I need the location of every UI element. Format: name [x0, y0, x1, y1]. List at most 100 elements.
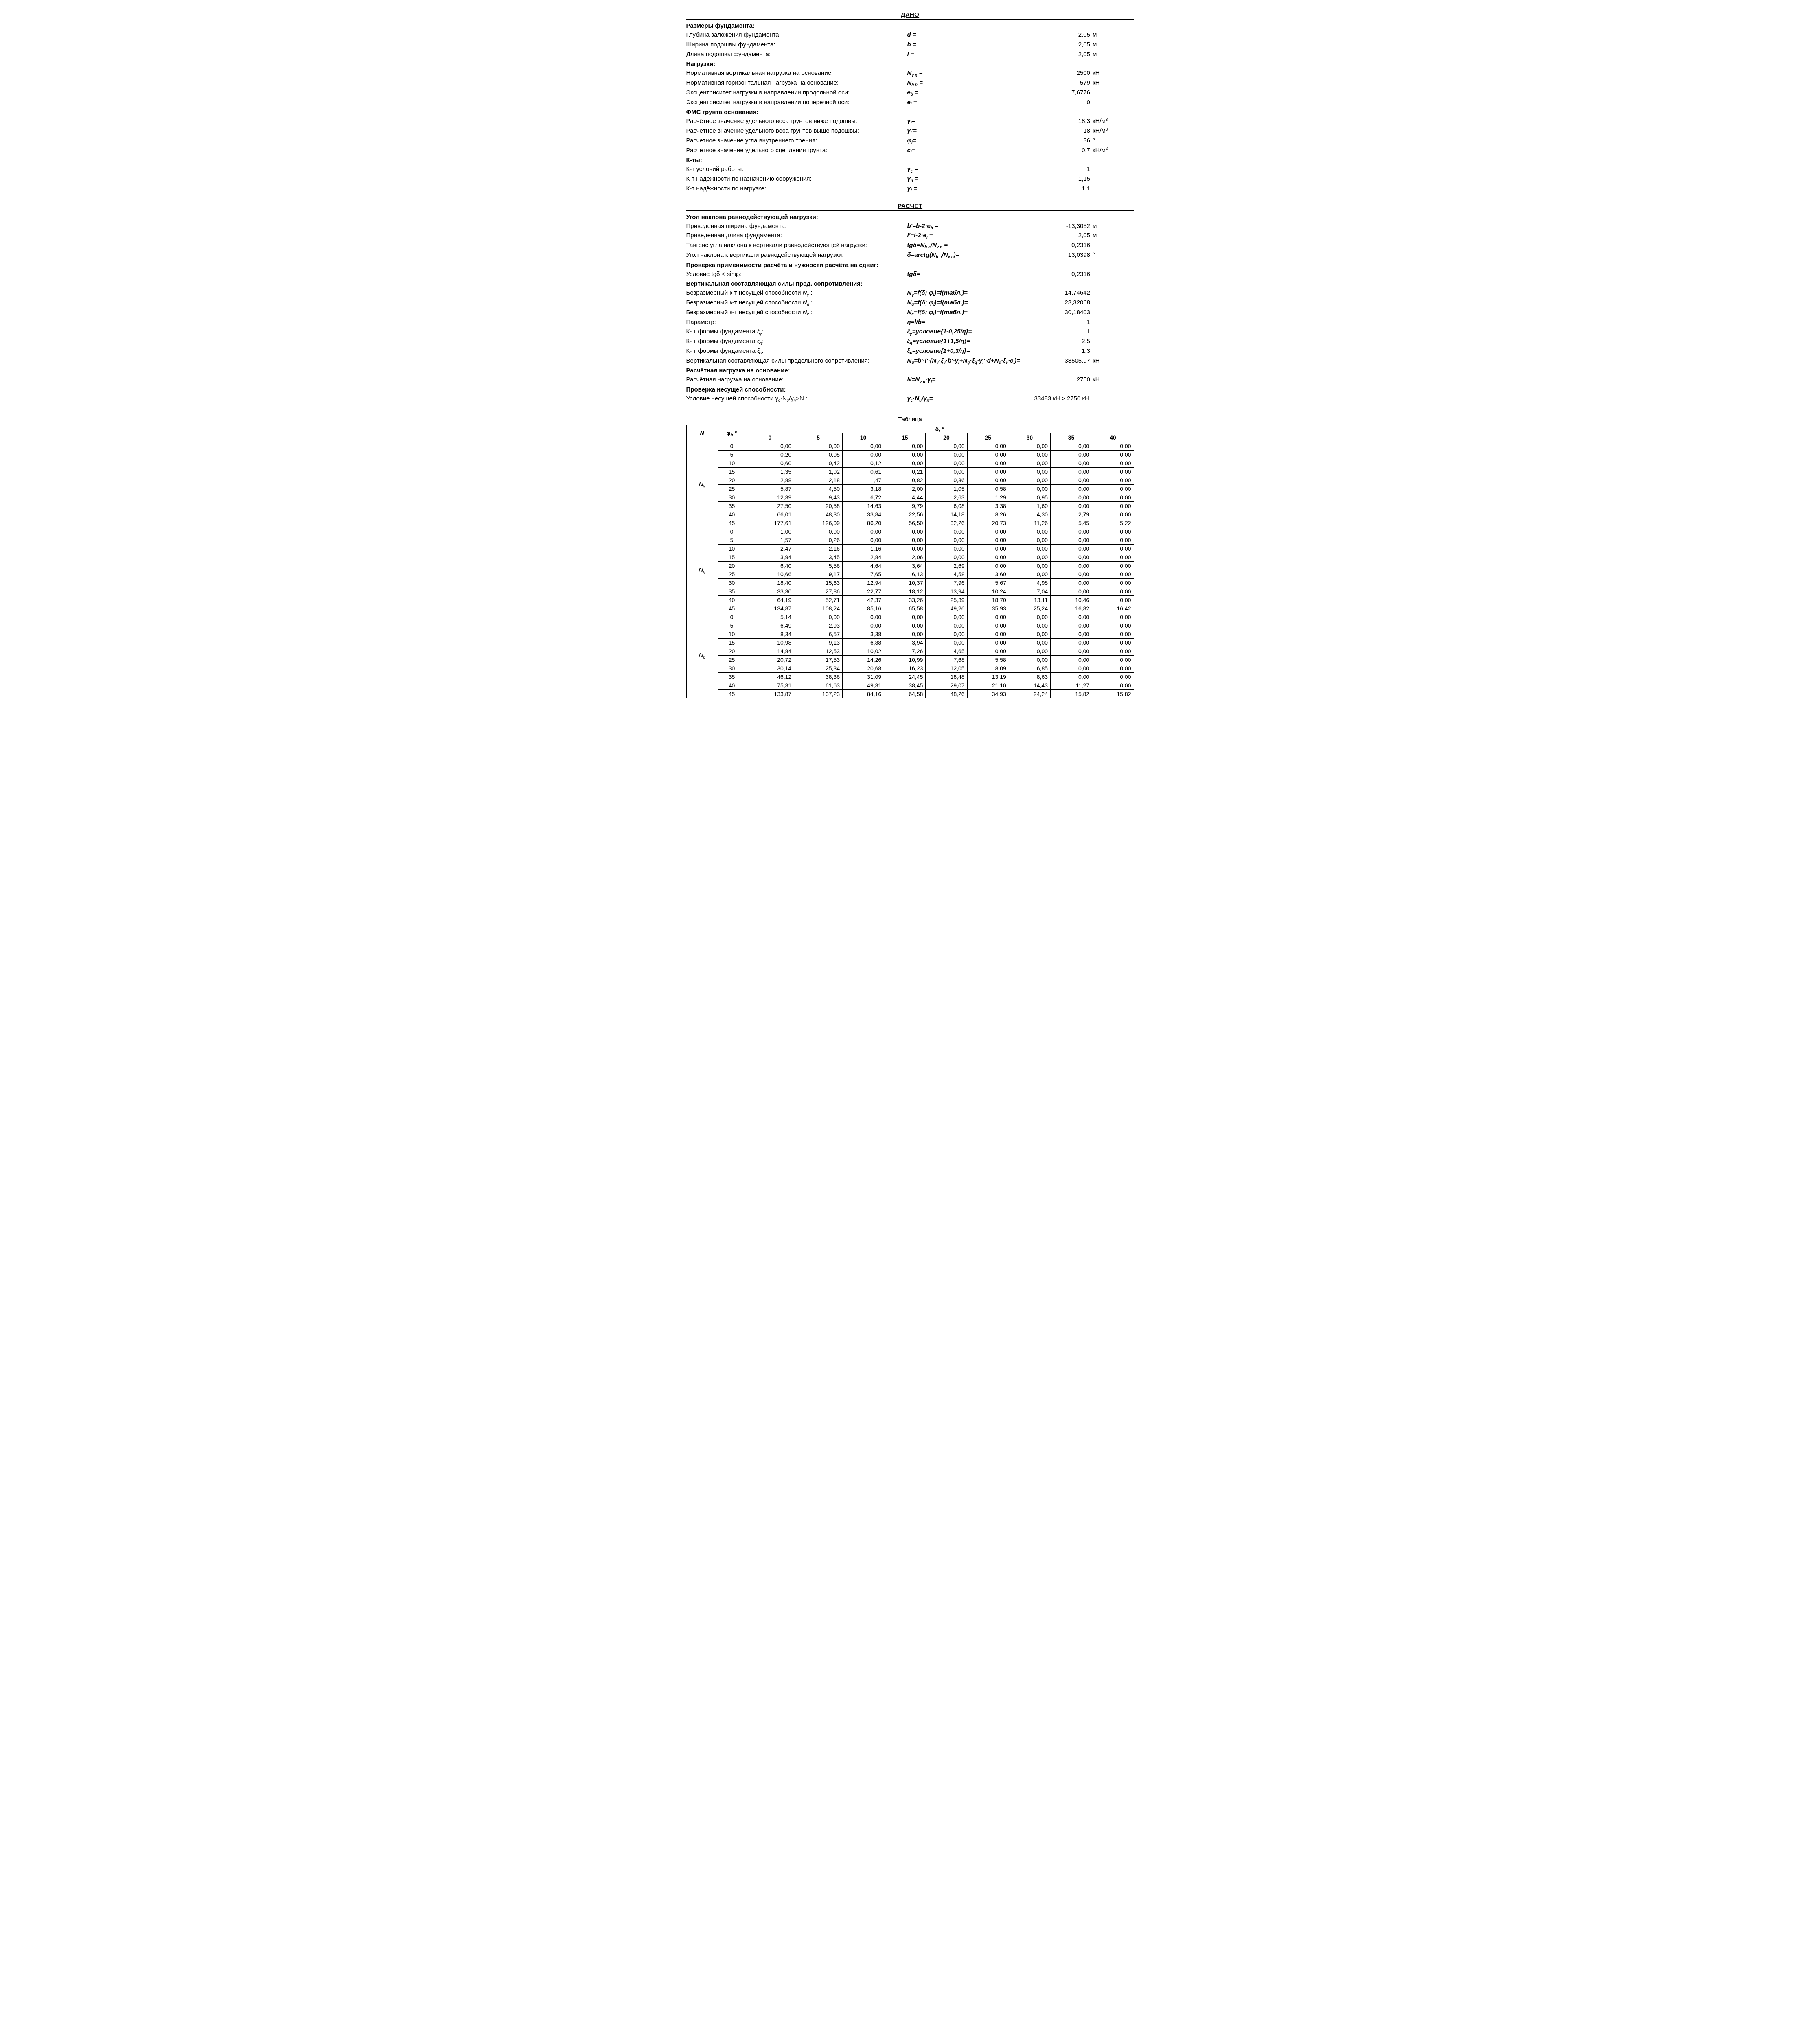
value-cell: 12,05 — [926, 664, 967, 672]
value-cell: 5,58 — [967, 655, 1009, 664]
block-heading: Расчётная нагрузка на основание: — [686, 367, 1134, 374]
table-row: 2014,8412,5310,027,264,650,000,000,000,0… — [686, 647, 1134, 655]
value-cell: 0,00 — [1051, 527, 1092, 536]
data-row: Ширина подошвы фундамента:b =2,05м — [686, 40, 1134, 50]
row-symbol: γf = — [907, 184, 1033, 193]
data-row: Безразмерный к-т несущей способности Nq … — [686, 298, 1134, 308]
value-cell: 0,00 — [967, 527, 1009, 536]
value-cell: 13,94 — [926, 587, 967, 595]
value-cell: 0,00 — [1092, 484, 1134, 493]
row-label: К-т условий работы: — [686, 165, 906, 174]
value-cell: 4,58 — [926, 570, 967, 578]
row-label: Глубина заложения фундамента: — [686, 31, 906, 39]
phi-cell: 0 — [718, 527, 746, 536]
value-cell: 0,00 — [1092, 647, 1134, 655]
value-cell: 107,23 — [794, 689, 843, 698]
data-row: Расчётное значение удельного веса грунто… — [686, 126, 1134, 136]
value-cell: 5,22 — [1092, 519, 1134, 527]
value-cell: 177,61 — [746, 519, 794, 527]
value-cell: 0,00 — [967, 442, 1009, 450]
phi-cell: 15 — [718, 553, 746, 561]
value-cell: 86,20 — [843, 519, 884, 527]
coefficients-table: Nφl, °δ, °0510152025303540Nγ00,000,000,0… — [686, 425, 1134, 698]
value-cell: 1,47 — [843, 476, 884, 484]
row-symbol: Nq=f(δ; φl)=f(табл.)= — [907, 298, 1033, 307]
row-label: Расчётное значение удельного веса грунто… — [686, 117, 906, 126]
value-cell: 12,94 — [843, 578, 884, 587]
value-cell: 65,58 — [884, 604, 926, 613]
value-cell: 18,48 — [926, 672, 967, 681]
row-symbol: Nu=b'·l'·(Nγ·ξγ·b'·γl+Nq·ξq·γl'·d+Nc·ξc·… — [907, 357, 1033, 365]
value-cell: 0,12 — [843, 459, 884, 467]
value-cell: 0,42 — [794, 459, 843, 467]
value-cell: 17,53 — [794, 655, 843, 664]
value-cell: 2,69 — [926, 561, 967, 570]
value-cell: 1,35 — [746, 467, 794, 476]
value-cell: 15,82 — [1051, 689, 1092, 698]
row-value: 2,05м — [1034, 31, 1137, 39]
value-cell: 0,00 — [1051, 536, 1092, 544]
row-value: 2500кН — [1034, 69, 1137, 78]
value-cell: 0,00 — [843, 442, 884, 450]
value-cell: 0,00 — [1092, 595, 1134, 604]
value-cell: 2,18 — [794, 476, 843, 484]
value-cell: 0,00 — [1092, 570, 1134, 578]
row-symbol: l = — [907, 50, 1033, 59]
phi-cell: 40 — [718, 510, 746, 519]
row-value: 0 — [1034, 98, 1137, 107]
section-title-calc: РАСЧЕТ — [686, 203, 1134, 210]
value-cell: 0,00 — [1009, 621, 1050, 630]
row-label: Условие несущей способности γc·Nu/γn>N : — [686, 394, 906, 403]
row-symbol: l'=l-2·el = — [907, 231, 1033, 240]
data-row: Условие несущей способности γc·Nu/γn>N :… — [686, 394, 1134, 404]
value-cell: 16,23 — [884, 664, 926, 672]
value-cell: 0,00 — [1009, 655, 1050, 664]
table-row: 153,943,452,842,060,000,000,000,000,00 — [686, 553, 1134, 561]
row-value: 18,3кН/м3 — [1034, 117, 1137, 126]
th-phi: φl, ° — [718, 425, 746, 442]
row-symbol: b = — [907, 40, 1033, 49]
value-cell: 0,00 — [1051, 561, 1092, 570]
data-row: Эксцентриситет нагрузки в направлении пр… — [686, 88, 1134, 98]
row-label: Тангенс угла наклона к вертикали равноде… — [686, 241, 906, 250]
value-cell: 9,13 — [794, 638, 843, 647]
value-cell: 10,98 — [746, 638, 794, 647]
value-cell: 85,16 — [843, 604, 884, 613]
value-cell: 4,65 — [926, 647, 967, 655]
rule — [686, 19, 1134, 20]
row-label: Угол наклона к вертикали равнодействующе… — [686, 251, 906, 260]
table-row: 50,200,050,000,000,000,000,000,000,00 — [686, 450, 1134, 459]
value-cell: 2,00 — [884, 484, 926, 493]
value-cell: 0,00 — [1051, 647, 1092, 655]
value-cell: 2,79 — [1051, 510, 1092, 519]
value-cell: 42,37 — [843, 595, 884, 604]
value-cell: 126,09 — [794, 519, 843, 527]
value-cell: 18,40 — [746, 578, 794, 587]
row-symbol: d = — [907, 31, 1033, 39]
table-row: 4066,0148,3033,8422,5614,188,264,302,790… — [686, 510, 1134, 519]
row-label: Приведенная ширина фундамента: — [686, 222, 906, 231]
block-heading: Размеры фундамента: — [686, 22, 1134, 29]
value-cell: 0,00 — [1051, 476, 1092, 484]
row-value: 1 — [1034, 165, 1137, 174]
row-symbol: η=l/b= — [907, 318, 1033, 327]
phi-cell: 25 — [718, 484, 746, 493]
value-cell: 9,79 — [884, 501, 926, 510]
row-symbol: δ=arctg(Nh n/Nv n)= — [907, 251, 1033, 260]
value-cell: 0,00 — [1009, 630, 1050, 638]
value-cell: 0,00 — [843, 621, 884, 630]
value-cell: 0,00 — [926, 553, 967, 561]
phi-cell: 10 — [718, 630, 746, 638]
value-cell: 10,02 — [843, 647, 884, 655]
value-cell: 0,00 — [1051, 655, 1092, 664]
table-row: 51,570,260,000,000,000,000,000,000,00 — [686, 536, 1134, 544]
value-cell: 0,00 — [926, 621, 967, 630]
block-heading: Нагрузки: — [686, 61, 1134, 68]
value-cell: 0,00 — [884, 544, 926, 553]
row-symbol: tgδ=Nh n/Nv n = — [907, 241, 1033, 250]
row-symbol: ξγ=условие{1-0,25/η}= — [907, 327, 1033, 336]
table-row: 102,472,161,160,000,000,000,000,000,00 — [686, 544, 1134, 553]
row-value: 18кН/м3 — [1034, 127, 1137, 136]
data-row: Безразмерный к-т несущей способности Nγ … — [686, 288, 1134, 298]
value-cell: 3,18 — [843, 484, 884, 493]
